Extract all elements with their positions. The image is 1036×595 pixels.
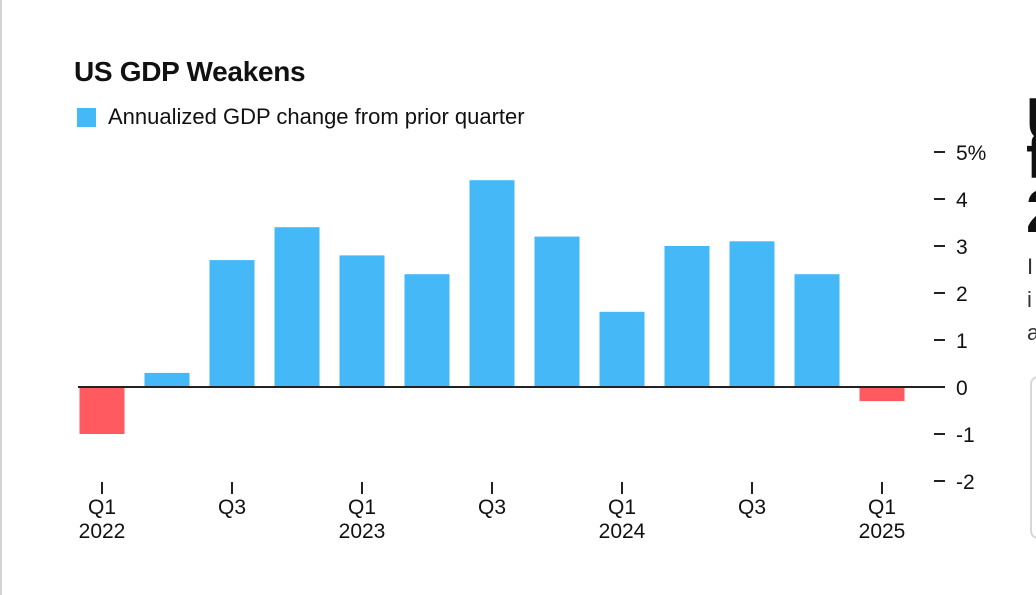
bar-q3-2022 [209, 260, 255, 387]
y-tick-label: -2 [956, 471, 975, 494]
article-body-line-1: I [1027, 256, 1034, 278]
bar-q2-2023 [404, 274, 450, 387]
x-tick-label-quarter: Q3 [738, 496, 766, 519]
y-tick-label: -1 [956, 424, 975, 447]
x-tick-label-quarter: Q1 [348, 496, 376, 519]
article-headline-line-2: f [1026, 128, 1036, 188]
x-tick-label-quarter: Q1 [608, 496, 636, 519]
article-body-line-3: a [1027, 322, 1036, 344]
article-headline-line-3: 2 [1026, 182, 1036, 242]
x-tick-label-quarter: Q3 [218, 496, 246, 519]
x-tick-label-quarter: Q1 [88, 496, 116, 519]
legend-label: Annualized GDP change from prior quarter [108, 104, 525, 129]
bar-q1-2023 [339, 255, 385, 387]
article-body-line-2: i [1027, 289, 1032, 311]
article-card[interactable] [1030, 376, 1036, 539]
x-tick-label-quarter: Q1 [868, 496, 896, 519]
x-tick-label-year: 2024 [599, 520, 646, 543]
bar-q4-2024 [794, 274, 840, 387]
chart-legend: Annualized GDP change from prior quarter [77, 104, 525, 130]
legend-swatch [77, 107, 96, 127]
bar-q2-2022 [144, 372, 190, 387]
y-tick-label: 3 [956, 236, 968, 259]
article-headline-line-1: U [1026, 90, 1036, 150]
bar-q3-2024 [729, 241, 775, 387]
bar-q1-2025 [859, 387, 905, 402]
frame-border [0, 0, 2, 595]
y-tick-label: 5% [956, 142, 986, 165]
x-tick-label-quarter: Q3 [478, 496, 506, 519]
y-tick-label: 2 [956, 283, 968, 306]
y-tick-label: 4 [956, 189, 968, 212]
bar-q4-2023 [534, 236, 580, 387]
bar-q4-2022 [274, 227, 320, 387]
x-tick-label-year: 2023 [339, 520, 386, 543]
bar-q1-2022 [79, 387, 125, 434]
bar-q1-2024 [599, 311, 645, 387]
x-tick-label-year: 2025 [859, 520, 906, 543]
y-tick-label: 0 [956, 377, 968, 400]
y-tick-label: 1 [956, 330, 968, 353]
chart-title: US GDP Weakens [74, 56, 306, 87]
x-tick-label-year: 2022 [79, 520, 126, 543]
bar-q2-2024 [664, 246, 710, 387]
bar-q3-2023 [469, 180, 515, 387]
